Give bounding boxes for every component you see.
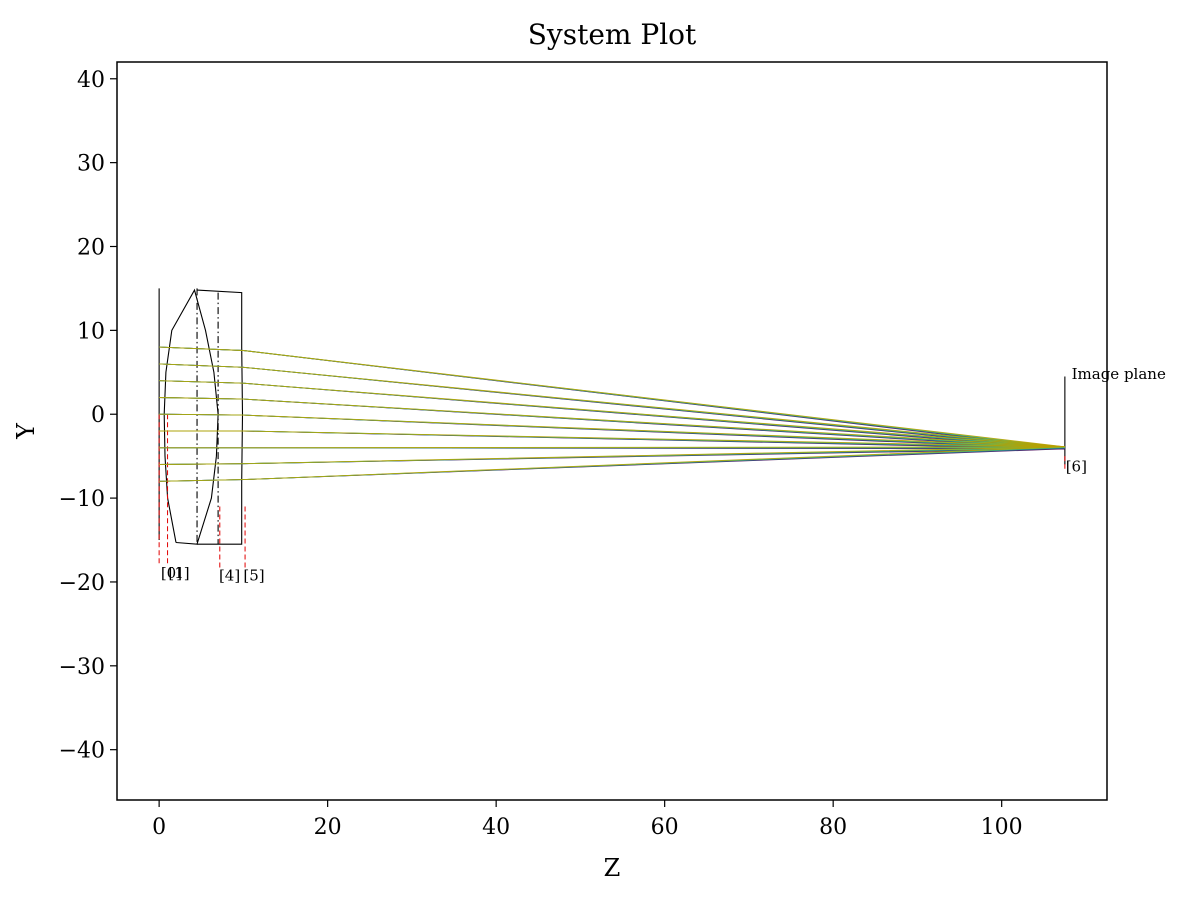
- x-tick-label-3: 60: [651, 815, 679, 840]
- plot-area: [0][1] [4] [5] [6] Image plane: [158, 288, 1166, 584]
- ray-2-4: [159, 380, 1065, 448]
- ray-0-4: [159, 346, 1065, 448]
- surface-label-4: [6]: [1066, 457, 1087, 475]
- lens-outline-2: [196, 289, 244, 545]
- y-tick-label-6: 20: [77, 236, 105, 261]
- surface-label-2: [4]: [219, 566, 240, 584]
- chart-title: System Plot: [528, 18, 697, 51]
- y-tick-label-8: 40: [77, 68, 105, 93]
- x-axis: 0 20 40 60 80 100: [152, 800, 1023, 840]
- y-tick-label-7: 30: [77, 152, 105, 177]
- y-tick-label-0: −40: [59, 739, 105, 764]
- ray-3-4: [159, 397, 1065, 448]
- ray-7-4: [159, 446, 1065, 465]
- y-tick-label-2: −20: [59, 571, 105, 596]
- ray-4-4: [159, 413, 1065, 448]
- x-tick-label-4: 80: [819, 815, 847, 840]
- surface-label-0: [0]: [161, 564, 182, 582]
- y-axis: −40 −30 −20 −10 0 10 20 30 40: [59, 68, 117, 764]
- y-tick-label-3: −10: [59, 487, 105, 512]
- ray-1-4: [159, 363, 1065, 448]
- ray-8-4: [159, 446, 1065, 482]
- ray-6-4: [159, 446, 1065, 449]
- surface-label-3: [5]: [243, 566, 264, 584]
- y-tick-label-1: −30: [59, 655, 105, 680]
- x-tick-label-5: 100: [981, 815, 1023, 840]
- ray-5-4: [159, 430, 1065, 448]
- x-tick-label-2: 40: [482, 815, 510, 840]
- x-tick-label-1: 20: [314, 815, 342, 840]
- image-plane-label: Image plane: [1072, 365, 1166, 383]
- surface-label-1: [1]: [168, 564, 189, 582]
- x-axis-title: Z: [604, 854, 621, 882]
- y-tick-label-5: 10: [77, 319, 105, 344]
- lens-outline-1: [163, 288, 219, 545]
- y-tick-label-4: 0: [91, 403, 105, 428]
- axes-frame: [116, 61, 1108, 801]
- y-axis-title: Y: [12, 422, 40, 440]
- x-tick-label-0: 0: [152, 815, 166, 840]
